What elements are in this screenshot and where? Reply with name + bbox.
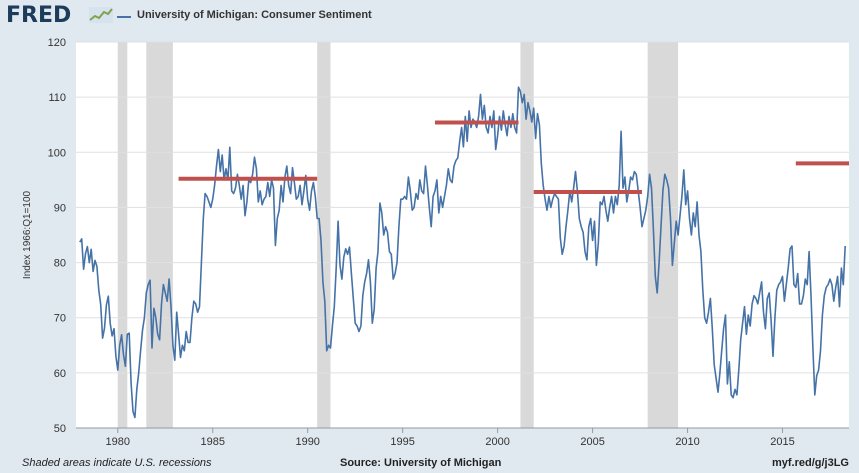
y-tick-label-90: 90	[54, 202, 66, 214]
x-tick-label-1995: 1995	[390, 436, 414, 448]
y-tick-label-120: 120	[48, 37, 66, 49]
y-tick-label-50: 50	[54, 423, 66, 435]
recession-band-1	[146, 42, 173, 428]
y-tick-label-70: 70	[54, 313, 66, 325]
plot-area	[76, 42, 849, 428]
source-text: Source: University of Michigan	[340, 457, 502, 469]
recession-band-4	[647, 42, 679, 428]
y-tick-label-60: 60	[54, 368, 66, 380]
short-url[interactable]: myf.red/g/j3LG	[771, 457, 849, 469]
legend-line-swatch	[117, 16, 131, 18]
x-tick-label-2015: 2015	[770, 436, 794, 448]
x-tick-label-1985: 1985	[201, 436, 225, 448]
x-tick-label-1980: 1980	[106, 436, 130, 448]
fred-chart-icon	[89, 7, 113, 23]
y-tick-label-110: 110	[48, 92, 66, 104]
recession-note: Shaded areas indicate U.S. recessions	[22, 457, 212, 469]
recession-band-3	[520, 42, 534, 428]
recession-band-2	[317, 42, 331, 428]
y-axis-label: Index 1966:Q1=100	[22, 191, 33, 280]
series-line-consumer-sentiment	[79, 86, 846, 419]
legend-series-title[interactable]: University of Michigan: Consumer Sentime…	[137, 9, 372, 21]
x-tick-label-2005: 2005	[580, 436, 604, 448]
fred-logo[interactable]: FRED	[6, 3, 72, 28]
y-tick-label-80: 80	[54, 258, 66, 270]
recession-band-0	[117, 42, 128, 428]
x-tick-label-1990: 1990	[295, 436, 319, 448]
x-tick-label-2000: 2000	[485, 436, 509, 448]
chart-header: FRED University of Michigan: Consumer Se…	[0, 0, 859, 34]
x-tick-label-2010: 2010	[675, 436, 699, 448]
y-tick-label-100: 100	[48, 147, 66, 159]
